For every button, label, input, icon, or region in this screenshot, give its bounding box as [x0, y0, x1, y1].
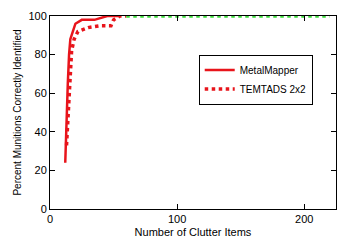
svg-text:60: 60	[35, 87, 47, 99]
svg-text:100: 100	[28, 10, 46, 22]
svg-text:Percent Munitions Correctly Id: Percent Munitions Correctly Identified	[12, 29, 23, 195]
svg-text:TEMTADS 2x2: TEMTADS 2x2	[240, 84, 306, 95]
svg-text:80: 80	[35, 48, 47, 60]
svg-text:MetalMapper: MetalMapper	[240, 65, 299, 76]
svg-text:100: 100	[168, 213, 186, 225]
svg-text:Number of Clutter Items: Number of Clutter Items	[135, 226, 252, 238]
svg-text:0: 0	[41, 203, 47, 215]
svg-text:20: 20	[35, 164, 47, 176]
svg-text:0: 0	[47, 213, 53, 225]
svg-text:200: 200	[295, 213, 313, 225]
svg-text:40: 40	[35, 126, 47, 138]
